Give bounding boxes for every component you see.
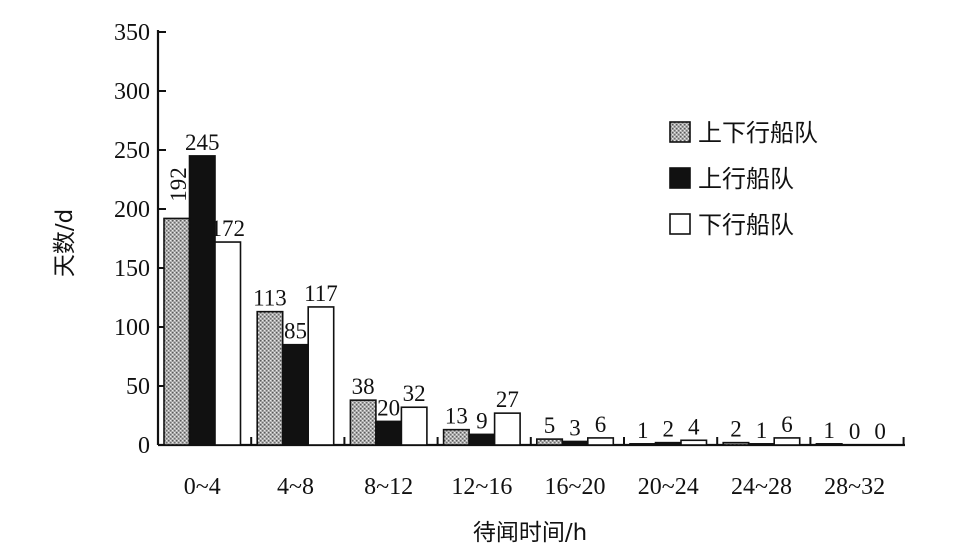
y-tick-label: 300	[114, 79, 150, 105]
data-label: 1	[756, 418, 768, 443]
legend-swatch	[669, 213, 691, 235]
data-label: 2	[663, 417, 675, 442]
bar	[586, 437, 615, 446]
bar	[375, 420, 403, 446]
x-tick-label: 24~28	[731, 474, 792, 500]
legend-label: 上行船队	[698, 165, 794, 193]
x-tick-label: 0~4	[184, 474, 221, 500]
data-label: 172	[211, 216, 246, 241]
bar	[307, 306, 335, 446]
bar	[654, 441, 682, 446]
y-axis-title: 天数/d	[52, 209, 78, 277]
data-label: 192	[166, 167, 191, 202]
data-label: 113	[253, 286, 287, 311]
bar	[163, 217, 191, 446]
bar	[442, 428, 470, 446]
x-axis-title: 待闻时间/h	[473, 520, 587, 546]
data-label: 27	[496, 387, 519, 412]
data-label: 1	[637, 418, 649, 443]
bar	[815, 443, 843, 446]
y-tick-label: 0	[138, 433, 150, 459]
bar	[349, 399, 377, 446]
data-label: 20	[377, 395, 400, 420]
bar	[214, 241, 242, 446]
data-label: 1	[823, 418, 835, 443]
bar	[680, 439, 708, 446]
data-label: 3	[569, 415, 581, 440]
legend-swatch	[669, 121, 691, 143]
data-label: 0	[874, 419, 886, 444]
bar	[281, 343, 310, 446]
bar	[400, 406, 428, 446]
x-tick-label: 8~12	[364, 474, 413, 500]
legend-label: 下行船队	[698, 211, 794, 239]
data-label: 85	[284, 319, 307, 344]
bars	[163, 155, 894, 446]
data-label: 13	[445, 404, 468, 429]
y-tick-label: 250	[114, 138, 150, 164]
x-tick-label: 12~16	[451, 474, 512, 500]
y-tick-label: 100	[114, 315, 150, 341]
data-label: 9	[476, 408, 488, 433]
data-label: 4	[688, 414, 700, 439]
y-tick-label: 200	[114, 197, 150, 223]
bar	[747, 443, 776, 446]
bar	[188, 155, 216, 446]
data-label: 0	[849, 419, 861, 444]
x-tick-label: 28~32	[824, 474, 885, 500]
y-tick-label: 350	[114, 20, 150, 46]
x-tick-label: 16~20	[545, 474, 606, 500]
bar	[256, 310, 284, 446]
legend-swatch	[669, 167, 691, 189]
bar	[468, 433, 496, 446]
x-tick-label: 20~24	[638, 474, 699, 500]
legend-label: 上下行船队	[698, 119, 818, 147]
x-tick-label: 4~8	[277, 474, 314, 500]
bar	[773, 437, 801, 446]
y-tick-label: 150	[114, 256, 150, 282]
data-label: 6	[595, 412, 607, 437]
y-tick-label: 50	[126, 374, 150, 400]
bar	[535, 438, 564, 446]
data-label: 245	[185, 130, 220, 155]
data-label: 38	[352, 374, 375, 399]
data-label: 117	[304, 281, 338, 306]
bar	[629, 443, 657, 446]
bar	[722, 441, 750, 446]
data-label: 32	[403, 381, 426, 406]
bar	[561, 440, 589, 446]
bar	[493, 412, 521, 446]
data-label: 2	[730, 417, 742, 442]
data-label: 6	[781, 412, 793, 437]
data-label: 5	[544, 413, 556, 438]
